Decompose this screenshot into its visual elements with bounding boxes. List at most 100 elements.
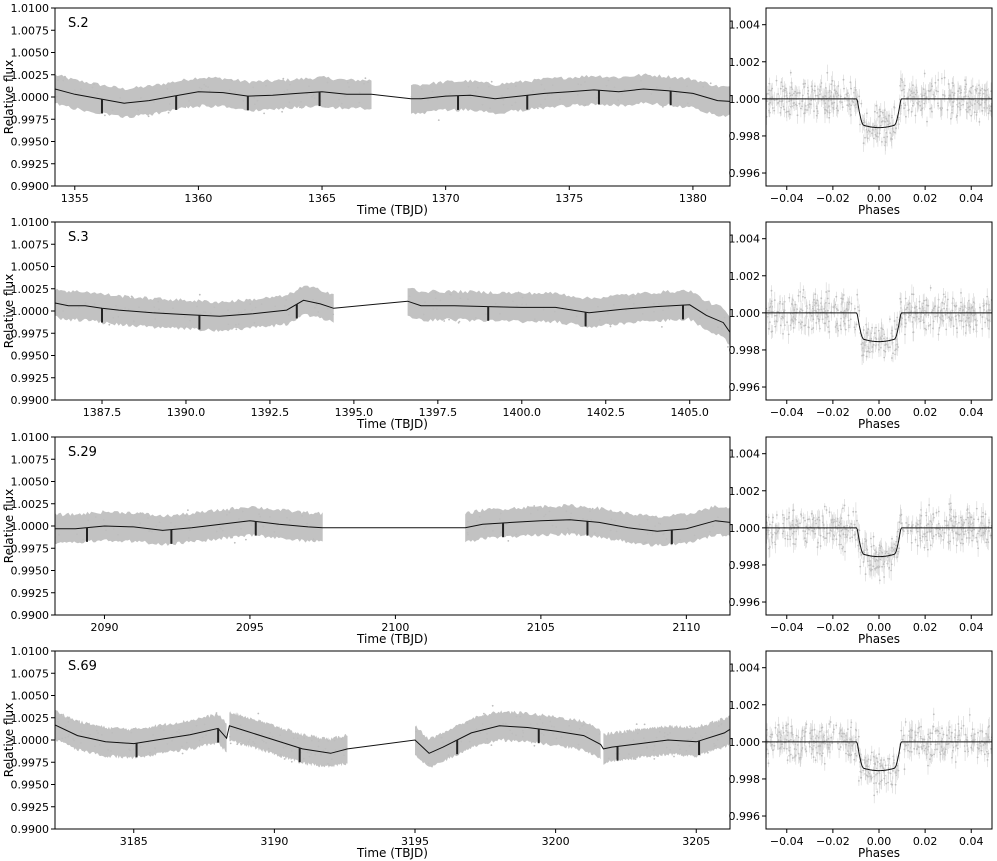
phase-point	[773, 314, 776, 317]
phase-point	[872, 544, 875, 547]
phase-point	[944, 296, 947, 298]
phase-point	[793, 530, 795, 533]
phase-point	[855, 728, 857, 731]
flux-point	[533, 505, 536, 507]
flux-point	[720, 722, 723, 725]
plot-area	[55, 285, 730, 348]
phase-point	[984, 513, 987, 515]
flux-point	[418, 96, 421, 99]
phase-point	[916, 748, 918, 750]
flux-point	[340, 738, 343, 740]
phase-point	[862, 769, 864, 772]
flux-point	[166, 88, 169, 90]
phase-point	[853, 326, 856, 329]
y-tick-label: 1.0025	[11, 69, 50, 82]
flux-point	[205, 734, 208, 736]
flux-point	[699, 735, 702, 737]
phase-point	[918, 726, 921, 729]
flux-point	[709, 82, 712, 85]
y-tick-label: 1.0050	[11, 47, 50, 60]
x-tick-label: 0.02	[913, 192, 938, 205]
phase-point	[803, 537, 806, 540]
phase-point	[931, 732, 934, 735]
phase-point	[900, 301, 902, 303]
phase-point	[946, 109, 949, 111]
phase-point	[843, 525, 846, 528]
flux-point	[701, 736, 704, 739]
phase-point	[773, 299, 776, 301]
phase-point	[929, 737, 932, 740]
flux-point	[717, 516, 719, 519]
flux-point	[651, 533, 654, 536]
phase-point	[958, 314, 960, 317]
y-tick-label: 0.998	[729, 130, 761, 143]
flux-point	[617, 99, 620, 101]
phase-point	[828, 89, 831, 92]
phase-point	[876, 791, 879, 793]
flux-point	[649, 531, 652, 533]
flux-point	[183, 316, 186, 319]
phase-point	[875, 774, 877, 776]
flux-point	[521, 296, 524, 299]
flux-point	[228, 89, 231, 92]
phase-point	[791, 94, 794, 96]
phase-point	[933, 753, 935, 756]
phase-point	[812, 327, 815, 329]
phase-point	[782, 105, 785, 108]
flux-point	[301, 515, 303, 517]
flux-point	[675, 93, 678, 96]
phase-point	[948, 514, 951, 516]
phase-point	[788, 516, 790, 518]
flux-point	[107, 749, 110, 751]
phase-point	[925, 96, 928, 99]
flux-point	[436, 97, 439, 100]
flux-point	[570, 512, 573, 515]
phase-point	[905, 522, 908, 524]
flux-point	[663, 732, 666, 734]
phase-point	[787, 723, 789, 725]
phase-point	[812, 307, 814, 310]
flux-point	[610, 518, 613, 521]
phase-point	[877, 566, 879, 569]
phase-point	[931, 85, 933, 88]
phase-point	[984, 321, 986, 324]
flux-point	[634, 758, 637, 760]
flux-point	[162, 311, 165, 314]
flux-point	[94, 516, 97, 518]
phase-point	[971, 539, 973, 542]
y-tick-label: 1.0000	[11, 520, 50, 533]
phase-point	[892, 770, 894, 772]
phase-point	[881, 335, 883, 337]
x-tick-label: 0.00	[867, 621, 892, 634]
phase-point	[794, 543, 796, 545]
phase-point	[877, 329, 880, 332]
phase-point	[779, 301, 781, 303]
y-tick-label: 1.0025	[11, 712, 50, 725]
flux-point	[167, 111, 170, 114]
phase-point	[850, 523, 853, 525]
flux-point	[553, 726, 556, 728]
phase-point	[789, 113, 791, 116]
flux-point	[281, 740, 284, 742]
phase-point	[832, 521, 835, 524]
phase-point	[792, 543, 795, 545]
phase-point	[887, 123, 890, 126]
phase-point	[872, 535, 875, 538]
phase-point	[932, 725, 935, 728]
light-curve-panel: 0.99000.99250.99500.99751.00001.00251.00…	[2, 216, 731, 431]
phase-point	[807, 104, 809, 106]
flux-point	[315, 304, 318, 307]
flux-point	[158, 521, 161, 524]
phase-point	[852, 510, 855, 513]
phase-point	[869, 759, 872, 761]
phase-point	[841, 106, 844, 108]
phase-point	[802, 729, 804, 732]
flux-point	[178, 732, 181, 734]
phase-point	[988, 521, 991, 524]
phase-point	[808, 103, 811, 105]
phase-point	[863, 551, 866, 554]
flux-point	[162, 729, 165, 731]
flux-point	[288, 519, 291, 522]
phase-point	[977, 532, 979, 535]
